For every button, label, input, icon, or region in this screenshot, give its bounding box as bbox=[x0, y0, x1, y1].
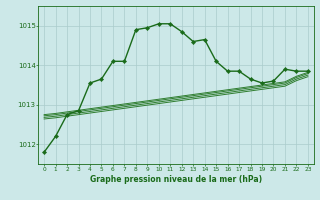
X-axis label: Graphe pression niveau de la mer (hPa): Graphe pression niveau de la mer (hPa) bbox=[90, 175, 262, 184]
